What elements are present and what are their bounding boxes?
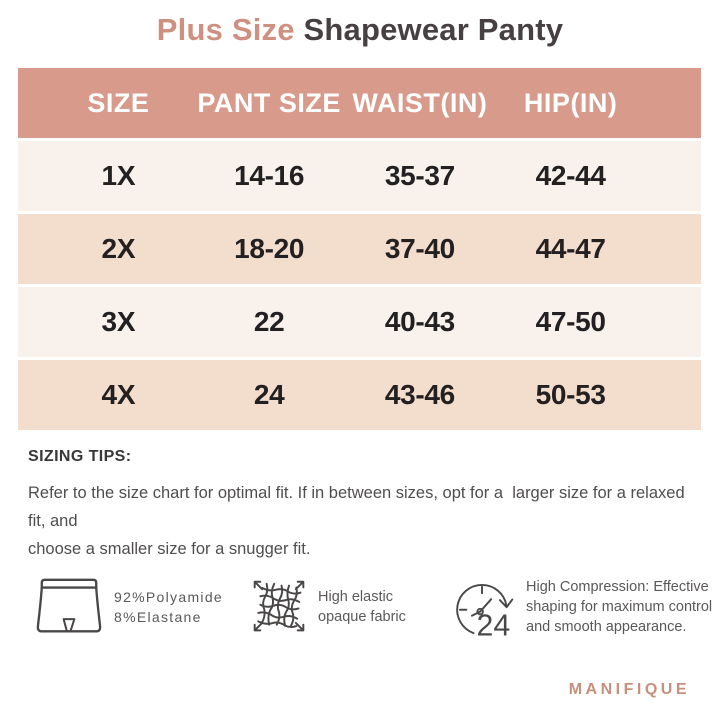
table-header-waist: WAIST(IN) [352, 87, 488, 118]
table-cell: 14-16 [234, 160, 305, 191]
table-cell: 40-43 [384, 306, 455, 337]
table-cell: 2X [101, 233, 136, 264]
table-cell: 44-47 [535, 233, 606, 264]
size-chart-table: SIZE PANT SIZE WAIST(IN) HIP(IN) 1X 14-1… [18, 68, 701, 430]
table-header-hip: HIP(IN) [523, 87, 618, 118]
feature-elastic-fabric: High elastic opaque fabric [250, 564, 406, 650]
table-cell: 43-46 [384, 379, 455, 410]
table-row-1x: 1X 14-16 35-37 42-44 [18, 141, 701, 211]
feature-material: 92%Polyamide 8%Elastane [34, 564, 223, 650]
clock-24h-icon: 24 [448, 573, 516, 641]
table-cell: 18-20 [234, 233, 305, 264]
table-cell: 37-40 [384, 233, 455, 264]
feature-material-label: 92%Polyamide 8%Elastane [114, 589, 223, 625]
table-cell: 35-37 [384, 160, 455, 191]
feature-compression: 24 High Compression: Effective shaping f… [448, 564, 712, 650]
table-header-row: SIZE PANT SIZE WAIST(IN) HIP(IN) [18, 68, 701, 138]
table-cell: 47-50 [535, 306, 606, 337]
table-row-3x: 3X 22 40-43 47-50 [18, 287, 701, 357]
table-cell: 22 [253, 306, 285, 337]
sizing-tips-section: SIZING TIPS: Refer to the size chart for… [28, 448, 698, 563]
table-header-pant-size: PANT SIZE [197, 87, 341, 118]
feature-highlights: 92%Polyamide 8%Elastane [0, 564, 720, 656]
feature-elastic-fabric-label: High elastic opaque fabric [318, 589, 406, 625]
brand-logo-text: MANIFIQUE [568, 681, 690, 698]
feature-compression-label: High Compression: Effective shaping for … [526, 579, 713, 635]
sizing-tips-heading: SIZING TIPS: [28, 448, 132, 465]
mesh-fabric-icon [250, 573, 308, 641]
table-row-2x: 2X 18-20 37-40 44-47 [18, 214, 701, 284]
table-cell: 24 [253, 379, 285, 410]
table-cell: 3X [101, 306, 136, 337]
table-cell: 50-53 [535, 379, 606, 410]
shorts-icon [34, 574, 104, 640]
clock-24-badge: 24 [476, 609, 510, 641]
table-cell: 42-44 [535, 160, 606, 191]
table-header-size: SIZE [87, 87, 150, 118]
page-title-highlight: Plus Size [156, 12, 295, 47]
page-title: Plus Size Shapewear Panty [0, 12, 720, 48]
sizing-tips-body: Refer to the size chart for optimal fit.… [28, 484, 685, 558]
table-cell: 1X [101, 160, 136, 191]
table-cell: 4X [101, 379, 136, 410]
page-title-rest: Shapewear Panty [294, 12, 564, 47]
table-row-4x: 4X 24 43-46 50-53 [18, 360, 701, 430]
